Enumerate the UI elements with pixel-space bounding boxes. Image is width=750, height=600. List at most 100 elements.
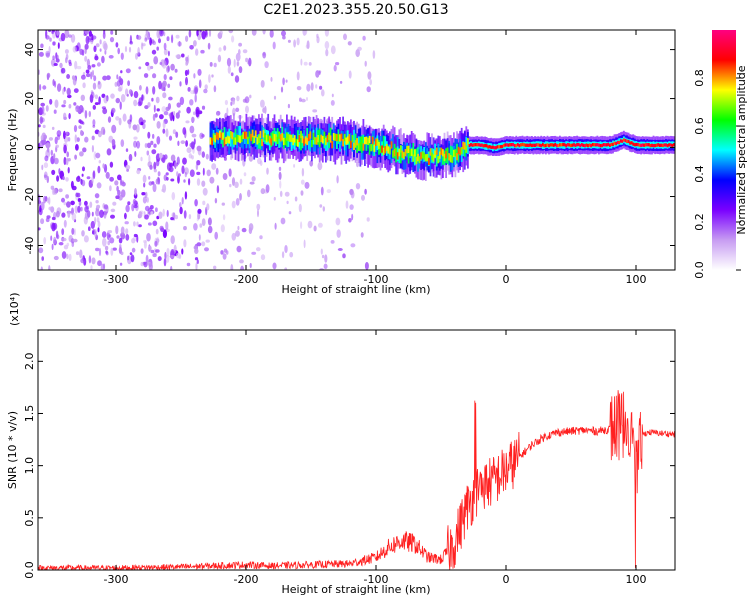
ridge-cell: [612, 142, 614, 147]
noise-speckle: [331, 93, 334, 98]
noise-speckle: [207, 42, 211, 50]
noise-speckle: [58, 242, 64, 246]
ridge-cell: [627, 139, 630, 144]
colorbar-tick-label: 0.0: [693, 261, 706, 279]
ridge-cell: [225, 128, 227, 144]
ridge-cell: [559, 143, 561, 147]
noise-speckle: [157, 256, 162, 262]
noise-speckle: [176, 156, 180, 165]
noise-speckle: [40, 102, 45, 107]
noise-speckle: [81, 230, 85, 237]
noise-speckle: [103, 204, 109, 210]
ridge-cell: [521, 142, 524, 147]
noise-speckle: [148, 222, 152, 226]
noise-speckle: [38, 124, 41, 128]
ridge-cell: [446, 147, 449, 155]
noise-speckle: [147, 102, 151, 108]
noise-speckle: [318, 222, 323, 228]
noise-speckle: [159, 30, 164, 37]
spectrogram-xlabel: Height of straight line (km): [281, 283, 430, 296]
noise-speckle: [107, 116, 112, 123]
ridge-cell: [646, 143, 649, 147]
ridge-cell: [449, 145, 452, 161]
noise-speckle: [188, 178, 191, 186]
noise-speckle: [321, 254, 325, 259]
ridge-cell: [432, 154, 435, 162]
ridge-cell: [219, 134, 221, 149]
ridge-cell: [343, 135, 346, 151]
snr-xlabel: Height of straight line (km): [281, 583, 430, 596]
noise-speckle: [245, 105, 249, 114]
noise-speckle: [149, 37, 153, 46]
noise-speckle: [98, 160, 102, 164]
noise-speckle: [287, 39, 291, 43]
ridge-cell: [276, 128, 279, 143]
ridge-cell: [543, 144, 546, 148]
ridge-cell: [401, 150, 404, 158]
ridge-cell: [351, 135, 354, 143]
ridge-cell: [465, 137, 468, 152]
noise-speckle: [306, 83, 311, 92]
ridge-cell: [250, 133, 252, 142]
noise-speckle: [152, 183, 157, 193]
ridge-cell: [311, 131, 313, 146]
noise-speckle: [115, 116, 120, 121]
ridge-cell: [243, 131, 246, 139]
ridge-cell: [256, 137, 259, 145]
noise-speckle: [95, 200, 99, 204]
noise-speckle: [83, 216, 88, 225]
ridge-cell: [248, 131, 251, 139]
noise-speckle: [73, 228, 76, 236]
noise-speckle: [279, 190, 283, 197]
noise-speckle: [180, 140, 186, 145]
noise-speckle: [153, 56, 159, 65]
ridge-cell: [261, 138, 263, 147]
noise-speckle: [179, 202, 182, 208]
noise-speckle: [102, 75, 108, 81]
noise-speckle: [111, 107, 116, 114]
noise-speckle: [197, 208, 202, 214]
ridge-cell: [516, 143, 519, 147]
ridge-cell: [577, 142, 580, 147]
noise-speckle: [85, 69, 90, 74]
ridge-cell: [652, 144, 655, 148]
noise-speckle: [38, 51, 44, 57]
noise-speckle: [95, 247, 100, 252]
noise-speckle: [336, 175, 339, 184]
noise-speckle: [57, 42, 60, 49]
noise-speckle: [125, 204, 130, 213]
noise-speckle: [245, 57, 249, 63]
ridge-cell: [345, 137, 348, 145]
noise-speckle: [188, 214, 192, 220]
ridge-cell: [234, 137, 237, 145]
noise-speckle: [159, 62, 163, 65]
ridge-cell: [479, 143, 482, 147]
noise-speckle: [355, 183, 361, 190]
ridge-cell: [239, 135, 241, 144]
noise-speckle: [262, 52, 266, 56]
noise-speckle: [169, 255, 175, 258]
ridge-cell: [557, 143, 560, 148]
noise-speckle: [190, 116, 196, 123]
noise-speckle: [284, 191, 290, 197]
noise-speckle: [315, 70, 320, 78]
noise-speckle: [155, 249, 160, 253]
ridge-cell: [443, 153, 446, 162]
ridge-cell: [596, 143, 599, 147]
noise-speckle: [91, 145, 94, 153]
noise-speckle: [90, 71, 93, 80]
noise-speckle: [76, 137, 80, 143]
ridge-cell: [362, 134, 365, 150]
noise-speckle: [120, 70, 123, 74]
noise-speckle: [236, 95, 240, 102]
noise-speckle: [136, 35, 142, 40]
noise-speckle: [193, 223, 198, 231]
ridge-cell: [493, 146, 496, 150]
ridge-cell: [630, 141, 633, 145]
ridge-cell: [331, 141, 334, 149]
ridge-cell: [346, 136, 349, 144]
noise-speckle: [235, 230, 240, 237]
noise-speckle: [219, 30, 223, 36]
ridge-cell: [474, 143, 477, 147]
noise-speckle: [280, 217, 286, 225]
